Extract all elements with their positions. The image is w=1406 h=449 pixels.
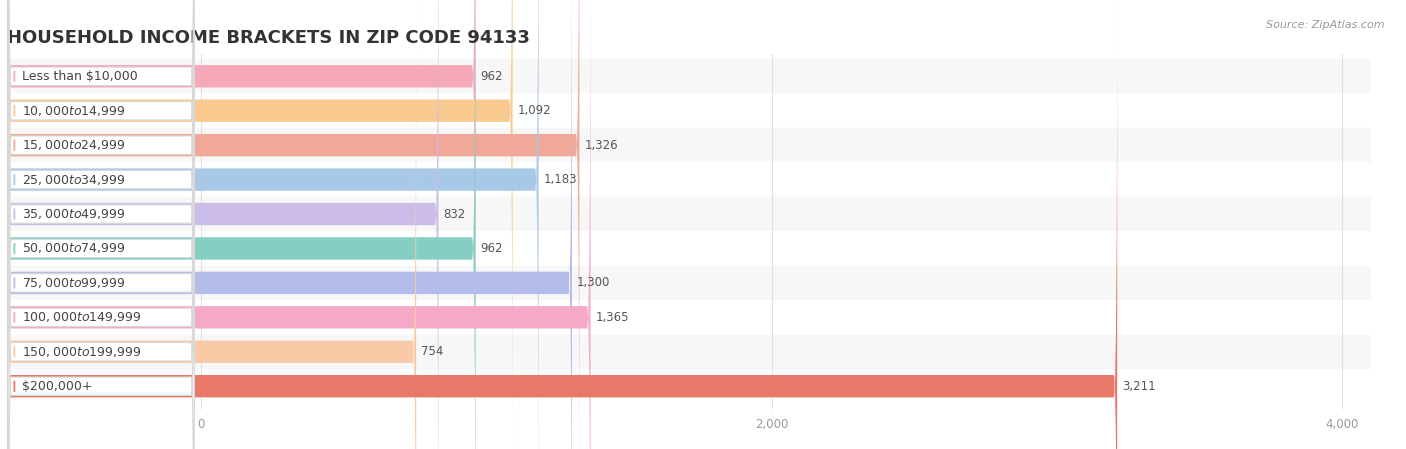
FancyBboxPatch shape — [7, 0, 513, 449]
FancyBboxPatch shape — [8, 0, 194, 449]
Text: 3,211: 3,211 — [1122, 380, 1156, 393]
FancyBboxPatch shape — [8, 0, 194, 449]
FancyBboxPatch shape — [8, 17, 194, 449]
Text: 1,300: 1,300 — [576, 277, 610, 290]
Text: $50,000 to $74,999: $50,000 to $74,999 — [22, 242, 127, 255]
Text: $35,000 to $49,999: $35,000 to $49,999 — [22, 207, 127, 221]
Text: 1,326: 1,326 — [585, 139, 619, 152]
FancyBboxPatch shape — [8, 0, 194, 449]
Text: 754: 754 — [422, 345, 444, 358]
FancyBboxPatch shape — [7, 0, 416, 449]
FancyBboxPatch shape — [7, 0, 475, 449]
FancyBboxPatch shape — [8, 0, 194, 449]
Bar — [7, 369, 1371, 403]
Text: $100,000 to $149,999: $100,000 to $149,999 — [22, 310, 142, 324]
Bar — [7, 300, 1371, 335]
FancyBboxPatch shape — [8, 0, 194, 449]
Bar — [7, 335, 1371, 369]
Text: Less than $10,000: Less than $10,000 — [22, 70, 138, 83]
FancyBboxPatch shape — [7, 0, 439, 449]
FancyBboxPatch shape — [7, 0, 475, 449]
Text: 962: 962 — [481, 70, 503, 83]
Bar — [7, 128, 1371, 163]
Text: $25,000 to $34,999: $25,000 to $34,999 — [22, 172, 127, 187]
Text: $15,000 to $24,999: $15,000 to $24,999 — [22, 138, 127, 152]
FancyBboxPatch shape — [8, 0, 194, 446]
Text: 1,183: 1,183 — [544, 173, 578, 186]
FancyBboxPatch shape — [7, 0, 1118, 449]
Text: $200,000+: $200,000+ — [22, 380, 93, 393]
Text: 1,365: 1,365 — [596, 311, 628, 324]
Text: $10,000 to $14,999: $10,000 to $14,999 — [22, 104, 127, 118]
Bar — [7, 163, 1371, 197]
FancyBboxPatch shape — [8, 0, 194, 449]
Text: 832: 832 — [443, 207, 465, 220]
Text: $150,000 to $199,999: $150,000 to $199,999 — [22, 345, 142, 359]
Bar — [7, 59, 1371, 93]
FancyBboxPatch shape — [8, 0, 194, 411]
Bar — [7, 93, 1371, 128]
FancyBboxPatch shape — [7, 0, 572, 449]
Text: HOUSEHOLD INCOME BRACKETS IN ZIP CODE 94133: HOUSEHOLD INCOME BRACKETS IN ZIP CODE 94… — [7, 29, 530, 47]
Text: 1,092: 1,092 — [517, 104, 551, 117]
FancyBboxPatch shape — [7, 0, 591, 449]
FancyBboxPatch shape — [7, 0, 579, 449]
Text: 962: 962 — [481, 242, 503, 255]
FancyBboxPatch shape — [7, 0, 538, 449]
FancyBboxPatch shape — [8, 51, 194, 449]
Text: Source: ZipAtlas.com: Source: ZipAtlas.com — [1267, 20, 1385, 30]
Bar — [7, 231, 1371, 266]
Bar — [7, 266, 1371, 300]
Text: $75,000 to $99,999: $75,000 to $99,999 — [22, 276, 127, 290]
Bar — [7, 197, 1371, 231]
